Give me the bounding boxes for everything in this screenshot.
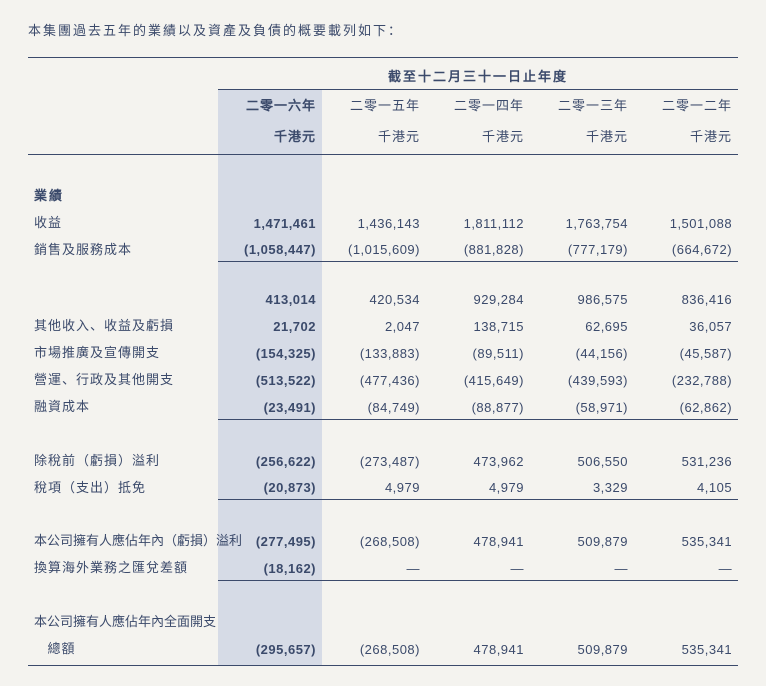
- cell: (256,622): [218, 446, 322, 473]
- row-tax: 稅項（支出）抵免 (20,873) 4,979 4,979 3,329 4,10…: [28, 473, 738, 500]
- intro-text: 本集團過去五年的業績以及資產及負債的概要載列如下：: [28, 20, 738, 39]
- col-2014-year: 二零一四年: [426, 90, 530, 121]
- col-2013-unit: 千港元: [530, 121, 634, 154]
- row-marketing: 市場推廣及宣傳開支 (154,325) (133,883) (89,511) (…: [28, 338, 738, 365]
- cell: (1,015,609): [322, 235, 426, 262]
- cell: (133,883): [322, 338, 426, 365]
- cell: 531,236: [634, 446, 738, 473]
- cell: —: [634, 553, 738, 580]
- col-2014-unit: 千港元: [426, 121, 530, 154]
- row-pbt: 除稅前（虧損）溢利 (256,622) (273,487) 473,962 50…: [28, 446, 738, 473]
- cell: (20,873): [218, 473, 322, 500]
- row-gross: 413,014 420,534 929,284 986,575 836,416: [28, 288, 738, 311]
- cell: —: [322, 553, 426, 580]
- cell: (18,162): [218, 553, 322, 580]
- cell: 509,879: [530, 634, 634, 666]
- cell: 4,105: [634, 473, 738, 500]
- label-revenue: 收益: [28, 208, 218, 235]
- cell: (268,508): [322, 634, 426, 666]
- row-finance: 融資成本 (23,491) (84,749) (88,877) (58,971)…: [28, 392, 738, 419]
- cell: 1,763,754: [530, 208, 634, 235]
- cell: (58,971): [530, 392, 634, 419]
- cell: (154,325): [218, 338, 322, 365]
- cell: 4,979: [426, 473, 530, 500]
- cell: (45,587): [634, 338, 738, 365]
- cell: 36,057: [634, 311, 738, 338]
- label-other-income: 其他收入、收益及虧損: [28, 311, 218, 338]
- period-header: 截至十二月三十一日止年度: [218, 58, 738, 90]
- label-attributable: 本公司擁有人應佔年內（虧損）溢利: [28, 526, 218, 553]
- col-2015-unit: 千港元: [322, 121, 426, 154]
- cell: (232,788): [634, 365, 738, 392]
- cell: 413,014: [218, 288, 322, 311]
- label-tax: 稅項（支出）抵免: [28, 473, 218, 500]
- row-total-comp-line1: 本公司擁有人應佔年內全面開支: [28, 607, 738, 634]
- row-fx: 換算海外業務之匯兌差額 (18,162) — — — —: [28, 553, 738, 580]
- cell: (777,179): [530, 235, 634, 262]
- cell: —: [426, 553, 530, 580]
- cell: (62,862): [634, 392, 738, 419]
- col-2015-year: 二零一五年: [322, 90, 426, 121]
- cell: 4,979: [322, 473, 426, 500]
- label-gross: [28, 288, 218, 311]
- cell: (415,649): [426, 365, 530, 392]
- cell: (1,058,447): [218, 235, 322, 262]
- cell: 420,534: [322, 288, 426, 311]
- cell: 929,284: [426, 288, 530, 311]
- cell: (439,593): [530, 365, 634, 392]
- row-other-income: 其他收入、收益及虧損 21,702 2,047 138,715 62,695 3…: [28, 311, 738, 338]
- cell: (84,749): [322, 392, 426, 419]
- label-marketing: 市場推廣及宣傳開支: [28, 338, 218, 365]
- cell: 3,329: [530, 473, 634, 500]
- col-2012-year: 二零一二年: [634, 90, 738, 121]
- cell: (295,657): [218, 634, 322, 666]
- row-attributable: 本公司擁有人應佔年內（虧損）溢利 (277,495) (268,508) 478…: [28, 526, 738, 553]
- cell: 836,416: [634, 288, 738, 311]
- cell: (513,522): [218, 365, 322, 392]
- col-2016-year: 二零一六年: [218, 90, 322, 121]
- cell: (664,672): [634, 235, 738, 262]
- cell: 138,715: [426, 311, 530, 338]
- cell: 1,436,143: [322, 208, 426, 235]
- cell: (477,436): [322, 365, 426, 392]
- label-fx: 換算海外業務之匯兌差額: [28, 553, 218, 580]
- cell: 478,941: [426, 526, 530, 553]
- col-2016-unit: 千港元: [218, 121, 322, 154]
- cell: (89,511): [426, 338, 530, 365]
- col-2012-unit: 千港元: [634, 121, 738, 154]
- cell: 986,575: [530, 288, 634, 311]
- label-admin-other: 營運、行政及其他開支: [28, 365, 218, 392]
- label-total-comp2: 總額: [28, 634, 218, 666]
- cell: 535,341: [634, 634, 738, 666]
- row-admin-other: 營運、行政及其他開支 (513,522) (477,436) (415,649)…: [28, 365, 738, 392]
- cell: 478,941: [426, 634, 530, 666]
- cell: 509,879: [530, 526, 634, 553]
- cell: 2,047: [322, 311, 426, 338]
- cell: (881,828): [426, 235, 530, 262]
- cell: 62,695: [530, 311, 634, 338]
- financial-summary-table: 截至十二月三十一日止年度 二零一六年 二零一五年 二零一四年 二零一三年 二零一…: [28, 57, 738, 666]
- cell: 1,811,112: [426, 208, 530, 235]
- section-results: 業績: [28, 181, 218, 208]
- row-revenue: 收益 1,471,461 1,436,143 1,811,112 1,763,7…: [28, 208, 738, 235]
- label-cogs: 銷售及服務成本: [28, 235, 218, 262]
- cell: 1,501,088: [634, 208, 738, 235]
- cell: 473,962: [426, 446, 530, 473]
- col-2013-year: 二零一三年: [530, 90, 634, 121]
- label-finance: 融資成本: [28, 392, 218, 419]
- cell: (268,508): [322, 526, 426, 553]
- cell: 535,341: [634, 526, 738, 553]
- label-total-comp1: 本公司擁有人應佔年內全面開支: [28, 607, 218, 634]
- row-total-comp-line2: 總額 (295,657) (268,508) 478,941 509,879 5…: [28, 634, 738, 666]
- row-cogs: 銷售及服務成本 (1,058,447) (1,015,609) (881,828…: [28, 235, 738, 262]
- cell: 1,471,461: [218, 208, 322, 235]
- cell: (23,491): [218, 392, 322, 419]
- cell: (273,487): [322, 446, 426, 473]
- cell: 506,550: [530, 446, 634, 473]
- cell: 21,702: [218, 311, 322, 338]
- cell: (44,156): [530, 338, 634, 365]
- label-pbt: 除稅前（虧損）溢利: [28, 446, 218, 473]
- cell: —: [530, 553, 634, 580]
- cell: (88,877): [426, 392, 530, 419]
